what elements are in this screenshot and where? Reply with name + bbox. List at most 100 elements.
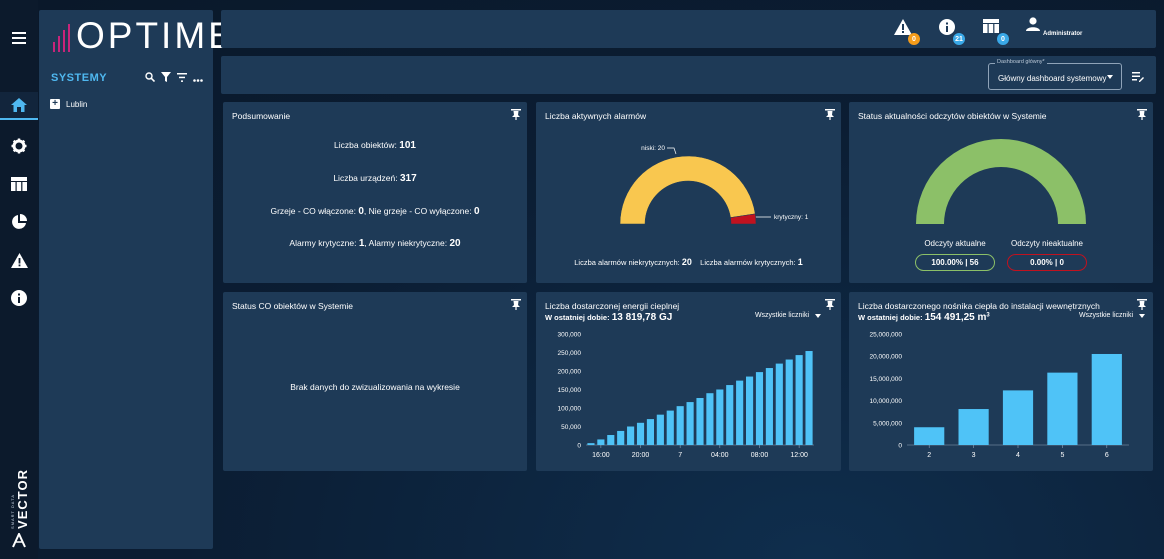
alerts-badge: 0 bbox=[908, 33, 920, 45]
objects-count: 101 bbox=[399, 140, 416, 151]
y-tick-label: 200,000 bbox=[558, 369, 582, 376]
table-icon bbox=[983, 19, 999, 33]
alerts-button[interactable]: 0 bbox=[894, 19, 920, 45]
hamburger-menu-icon[interactable] bbox=[0, 24, 38, 52]
heating-off-count: 0 bbox=[473, 206, 480, 217]
heating-status-line: Grzeje - CO włączone: 0, Nie grzeje - CO… bbox=[270, 206, 480, 217]
pie-chart-icon[interactable] bbox=[0, 208, 38, 236]
pin-icon[interactable] bbox=[511, 297, 521, 310]
energy-period: W ostatniej dobie: 13 819,78 GJ bbox=[545, 312, 673, 323]
pin-icon[interactable] bbox=[825, 297, 835, 310]
sidebar-title: SYSTEMY bbox=[51, 72, 108, 84]
current-readings-chip: 100.00% | 56 bbox=[915, 254, 995, 271]
heat-medium-card: Liczba dostarczonego nośnika ciepła do i… bbox=[849, 292, 1153, 471]
bar bbox=[1002, 390, 1034, 445]
expand-plus-icon[interactable]: + bbox=[50, 99, 60, 109]
x-tick-label: 12:00 bbox=[790, 452, 808, 459]
energy-bar-chart: 0 50,000 100,000 150,000 200,000 250,000 300,0… bbox=[558, 332, 814, 459]
bar bbox=[785, 359, 793, 445]
pin-icon[interactable] bbox=[511, 107, 521, 120]
bar bbox=[636, 422, 645, 445]
y-tick-label: 0 bbox=[577, 443, 581, 450]
tasks-button[interactable]: 0 bbox=[983, 19, 1009, 45]
chevron-down-icon bbox=[1107, 75, 1113, 79]
home-icon[interactable] bbox=[0, 92, 38, 120]
edit-dashboard-icon[interactable] bbox=[1132, 69, 1144, 87]
co-status-card: Status CO obiektów w Systemie Brak danyc… bbox=[223, 292, 527, 471]
dashboard-select[interactable]: Dashboard główny* Główny dashboard syste… bbox=[988, 59, 1122, 90]
y-tick-label: 20,000,000 bbox=[869, 354, 902, 361]
energy-meter-filter[interactable]: Wszystkie liczniki bbox=[755, 312, 821, 319]
bar bbox=[795, 355, 803, 445]
x-tick-label: 6 bbox=[1105, 452, 1109, 459]
bar bbox=[1091, 353, 1122, 445]
notifications-button[interactable]: 21 bbox=[939, 19, 965, 45]
dashboard-bar: Dashboard główny* Główny dashboard syste… bbox=[221, 56, 1156, 94]
objects-count-line: Liczba obiektów: 101 bbox=[334, 140, 416, 151]
y-tick-label: 150,000 bbox=[558, 387, 582, 394]
x-tick-label: 3 bbox=[972, 452, 976, 459]
critical-alarms-total: 1 bbox=[797, 257, 803, 267]
gear-icon[interactable] bbox=[0, 132, 38, 160]
x-tick-label: 7 bbox=[678, 452, 682, 459]
info-icon[interactable] bbox=[0, 284, 38, 312]
alarms-line: Alarmy krytyczne: 1, Alarmy niekrytyczne… bbox=[289, 238, 461, 249]
y-tick-label: 25,000,000 bbox=[869, 332, 902, 339]
warning-icon[interactable] bbox=[0, 246, 38, 274]
bar bbox=[696, 398, 704, 445]
x-tick-label: 16:00 bbox=[592, 452, 610, 459]
bar bbox=[656, 414, 664, 445]
chevron-down-icon bbox=[1139, 313, 1145, 318]
medium-period: W ostatniej dobie: 154 491,25 m3 bbox=[858, 312, 990, 323]
energy-period-value: 13 819,78 GJ bbox=[611, 312, 673, 323]
user-button[interactable] bbox=[1026, 17, 1040, 43]
pin-icon[interactable] bbox=[1137, 107, 1147, 120]
y-tick-label: 10,000,000 bbox=[869, 398, 902, 405]
noncritical-alarms-total: 20 bbox=[681, 257, 692, 267]
vendor-logo: SMART DATA VECTOR bbox=[4, 449, 34, 549]
alarms-gauge-chart: niski: 20 krytyczny: 1 bbox=[619, 145, 809, 225]
bar bbox=[716, 389, 724, 445]
user-name[interactable]: Administrator bbox=[1043, 31, 1083, 37]
x-tick-label: 5 bbox=[1060, 452, 1064, 459]
bar bbox=[617, 430, 625, 445]
bar bbox=[627, 426, 635, 445]
outdated-readings-chip: 0.00% | 0 bbox=[1007, 254, 1087, 271]
warning-icon bbox=[894, 19, 912, 35]
sort-icon[interactable] bbox=[177, 69, 187, 87]
bar bbox=[914, 427, 945, 445]
noncritical-alarms-count: 20 bbox=[449, 238, 461, 249]
readings-gauge-chart bbox=[916, 139, 1086, 224]
y-tick-label: 5,000,000 bbox=[873, 420, 902, 427]
table-icon[interactable] bbox=[0, 170, 38, 198]
card-title: Status CO obiektów w Systemie bbox=[232, 301, 353, 311]
search-icon[interactable] bbox=[145, 69, 156, 87]
no-data-message: Brak danych do zwizualizowania na wykres… bbox=[290, 382, 460, 392]
bar bbox=[686, 402, 694, 445]
bar bbox=[1047, 372, 1078, 445]
more-options-icon[interactable] bbox=[193, 69, 203, 87]
current-readings-label: Odczyty aktualne bbox=[924, 239, 986, 248]
medium-bar-chart: 0 5,000,000 10,000,000 15,000,000 20,000,000… bbox=[869, 332, 1129, 459]
pin-icon[interactable] bbox=[825, 107, 835, 120]
dashboard-select-label: Dashboard główny* bbox=[995, 59, 1047, 65]
card-title: Liczba dostarczonego nośnika ciepła do i… bbox=[858, 301, 1100, 311]
medium-meter-filter[interactable]: Wszystkie liczniki bbox=[1079, 312, 1145, 319]
outdated-readings-label: Odczyty nieaktualne bbox=[1010, 239, 1084, 248]
info-icon bbox=[939, 19, 955, 35]
tree-item-lublin[interactable]: + Lublin bbox=[50, 99, 87, 109]
notifications-badge: 21 bbox=[953, 33, 965, 45]
y-tick-label: 0 bbox=[898, 443, 902, 450]
active-alarms-card: Liczba aktywnych alarmów niski: 20 kryty… bbox=[536, 102, 841, 283]
heating-on-count: 0 bbox=[358, 206, 364, 217]
bar bbox=[958, 409, 989, 445]
gauge-label-low: niski: 20 bbox=[641, 145, 665, 152]
bar bbox=[676, 406, 684, 445]
x-tick-label: 2 bbox=[927, 452, 931, 459]
bar bbox=[597, 439, 605, 445]
filter-icon[interactable] bbox=[161, 69, 171, 87]
gauge-segment-niski bbox=[619, 155, 756, 225]
card-title: Liczba dostarczonej energii cieplnej bbox=[545, 301, 680, 311]
bar bbox=[666, 410, 674, 445]
pin-icon[interactable] bbox=[1137, 297, 1147, 310]
